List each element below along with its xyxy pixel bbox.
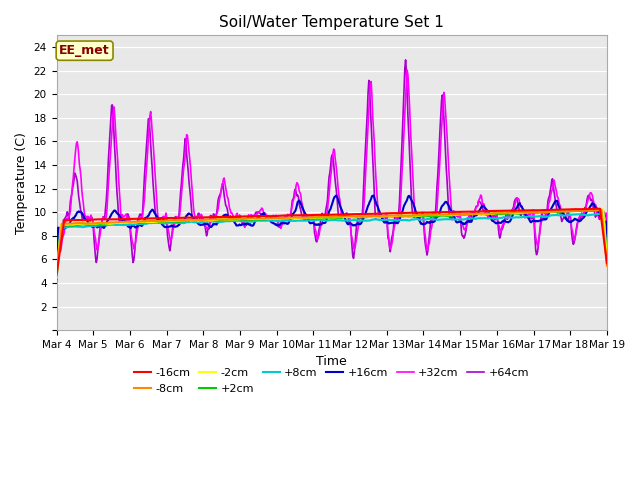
Title: Soil/Water Temperature Set 1: Soil/Water Temperature Set 1 — [220, 15, 444, 30]
X-axis label: Time: Time — [316, 355, 347, 369]
Y-axis label: Temperature (C): Temperature (C) — [15, 132, 28, 234]
Text: EE_met: EE_met — [60, 44, 110, 57]
Legend: -16cm, -8cm, -2cm, +2cm, +8cm, +16cm, +32cm, +64cm: -16cm, -8cm, -2cm, +2cm, +8cm, +16cm, +3… — [130, 364, 533, 398]
